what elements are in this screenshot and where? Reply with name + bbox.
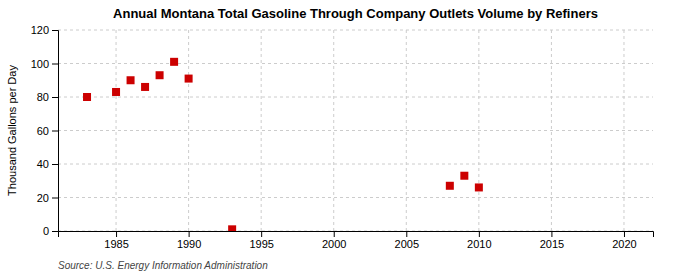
tick-mark [116,231,117,237]
grid-line [261,30,262,231]
tick-mark [334,231,335,237]
tick-mark [479,231,480,237]
grid-line [188,30,189,231]
tick-mark [406,231,407,237]
grid-line [58,63,653,64]
point [127,76,135,84]
point [228,225,236,231]
axis-line [52,31,59,232]
point [112,88,120,96]
point [170,58,178,66]
tick-mark [551,231,552,237]
points [83,58,483,231]
tick: 2020 [612,231,636,250]
grid-line [58,97,653,98]
tick-mark [52,131,58,132]
grid-line [58,130,653,131]
tick-label: 120 [31,24,49,36]
point [475,183,483,191]
y-axis: 0 20 40 60 80 100 120 [31,24,59,237]
tick: 40 [37,158,58,170]
tick: 20 [37,192,58,204]
grid-line [58,164,653,165]
tick-label: 1995 [249,238,273,250]
tick-mark [189,231,190,237]
tick: 80 [37,91,58,103]
axis-line [59,232,654,238]
point [141,83,149,91]
plot: 1985 1990 1995 2000 2005 2010 2015 2020 0 20 40 60 8… [31,24,654,250]
tick-label: 60 [37,125,49,137]
tick-label: 2005 [395,238,419,250]
point [446,182,454,190]
grid-line [116,30,117,231]
tick-mark [52,30,58,31]
tick: 2015 [540,231,564,250]
tick: 1990 [177,231,201,250]
tick-label: 2010 [467,238,491,250]
tick: 100 [31,58,58,70]
tick-mark [52,164,58,165]
point [460,172,468,180]
tick-mark [52,198,58,199]
tick-mark [52,97,58,98]
tick-label: 100 [31,58,49,70]
tick-mark [261,231,262,237]
tick: 120 [31,24,58,36]
point [83,93,91,101]
point [156,71,164,79]
tick: 1995 [249,231,273,250]
point [185,75,193,83]
tick: 60 [37,125,58,137]
chart: 1985 1990 1995 2000 2005 2010 2015 2020 0 20 40 60 8… [0,0,675,275]
tick-label: 1990 [177,238,201,250]
grid-line [58,30,653,31]
tick: 1985 [104,231,128,250]
tick-mark [52,231,58,232]
tick-mark [52,64,58,65]
x-axis: 1985 1990 1995 2000 2005 2010 2015 2020 [59,231,654,250]
tick: 0 [43,225,58,237]
tick-mark [624,231,625,237]
tick-label: 2000 [322,238,346,250]
tick-label: 1985 [104,238,128,250]
tick: 2000 [322,231,346,250]
source: Source: U.S. Energy Information Administ… [58,260,268,271]
tick-label: 40 [37,158,49,170]
tick-label: 80 [37,91,49,103]
tick-label: 2015 [540,238,564,250]
tick-label: 0 [43,225,49,237]
tick-label: 20 [37,192,49,204]
title: Annual Montana Total Gasoline Through Co… [113,6,598,21]
tick: 2010 [467,231,491,250]
tick: 2005 [395,231,419,250]
y-axis-title: Thousand Gallons per Day [6,65,18,196]
grid [58,30,653,231]
tick-label: 2020 [612,238,636,250]
grid-line [58,197,653,198]
